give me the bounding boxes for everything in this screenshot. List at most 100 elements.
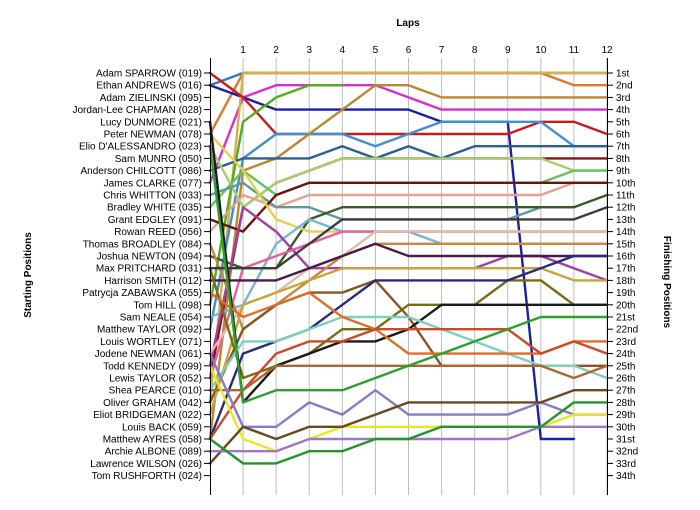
- driver-position-line: [208, 83, 576, 441]
- driver-position-line: [208, 181, 609, 233]
- finishing-position-label: 6th: [616, 130, 630, 141]
- starting-driver-label: Anderson CHILCOTT (086): [80, 166, 202, 177]
- driver-position-line: [208, 120, 609, 331]
- starting-driver-label: Max PRITCHARD (031): [96, 264, 202, 275]
- finishing-position-label: 30th: [616, 422, 635, 433]
- driver-position-line: [208, 242, 609, 282]
- starting-driver-label: Ethan ANDREWS (016): [96, 81, 202, 92]
- starting-driver-label: Shea PEARCE (010): [109, 386, 202, 397]
- finishing-position-label: 15th: [616, 239, 635, 250]
- starting-driver-label: Louis WORTLEY (071): [100, 337, 202, 348]
- starting-driver-label: Chris WHITTON (033): [103, 191, 202, 202]
- finishing-position-label: 26th: [616, 374, 635, 385]
- finishing-position-label: 23rd: [616, 337, 636, 348]
- finishing-position-label: 17th: [616, 264, 635, 275]
- lap-tick-label: 1: [240, 45, 246, 56]
- finishing-position-label: 34th: [616, 471, 635, 482]
- finishing-position-label: 8th: [616, 154, 630, 165]
- starting-driver-label: James CLARKE (077): [104, 178, 202, 189]
- finishing-position-label: 18th: [616, 276, 635, 287]
- finishing-position-label: 3rd: [616, 93, 630, 104]
- starting-driver-label: Matthew TAYLOR (092): [97, 325, 202, 336]
- starting-driver-label: Jodene NEWMAN (061): [95, 349, 202, 360]
- finishing-position-label: 16th: [616, 252, 635, 263]
- finishing-position-label: 2nd: [616, 81, 633, 92]
- starting-driver-label: Oliver GRAHAM (042): [103, 398, 202, 409]
- driver-position-line: [208, 205, 609, 270]
- finishing-position-label: 4th: [616, 105, 630, 116]
- finishing-position-label: 20th: [616, 300, 635, 311]
- finishing-position-label: 28th: [616, 398, 635, 409]
- starting-driver-label: Lucy DUNMORE (021): [100, 117, 202, 128]
- lap-tick-label: 4: [340, 45, 346, 56]
- finishing-position-label: 5th: [616, 117, 630, 128]
- finishing-position-label: 24th: [616, 349, 635, 360]
- driver-position-line: [208, 144, 609, 404]
- lap-tick-label: 3: [306, 45, 312, 56]
- driver-position-line: [208, 401, 609, 465]
- finishing-position-label: 12th: [616, 203, 635, 214]
- driver-position-line: [208, 389, 609, 465]
- starting-driver-label: Elio D'ALESSANDRO (023): [79, 142, 202, 153]
- lap-tick-label: 7: [439, 45, 445, 56]
- finishing-position-label: 31st: [616, 435, 635, 446]
- starting-driver-label: Jordan-Lee CHAPMAN (028): [73, 105, 203, 116]
- starting-driver-label: Sam NEALE (054): [120, 313, 202, 324]
- lap-tick-label: 9: [505, 45, 511, 56]
- finishing-position-label: 13th: [616, 215, 635, 226]
- lap-tick-label: 11: [569, 45, 580, 56]
- finishing-position-label: 10th: [616, 178, 635, 189]
- starting-driver-label: Harrison SMITH (012): [104, 276, 202, 287]
- finishing-position-label: 11th: [616, 191, 635, 202]
- starting-driver-label: Rowan REED (056): [114, 227, 202, 238]
- finishing-position-label: 22nd: [616, 325, 638, 336]
- finishing-position-label: 33rd: [616, 459, 636, 470]
- finishing-position-label: 25th: [616, 361, 635, 372]
- finishing-position-label: 27th: [616, 386, 635, 397]
- finishing-position-label: 29th: [616, 410, 635, 421]
- finishing-position-label: 21st: [616, 313, 635, 324]
- lap-tick-label: 12: [601, 45, 613, 56]
- finishing-position-labels: 1st2nd3rd4th5th6th7th8th9th10th11th12th1…: [607, 69, 638, 482]
- starting-driver-label: Louis BACK (059): [122, 422, 202, 433]
- starting-driver-label: Todd KENNEDY (099): [103, 361, 202, 372]
- finishing-position-label: 32nd: [616, 447, 638, 458]
- x-axis-title: Laps: [396, 18, 420, 29]
- lap-tick-labels: 1 2 3 4 5 6 7 8 9 10 11 12: [240, 45, 613, 56]
- driver-position-line: [208, 71, 609, 404]
- starting-driver-label: Thomas BROADLEY (084): [83, 239, 202, 250]
- y-right-axis-title: Finishing Positions: [661, 236, 672, 329]
- starting-driver-label: Eliot BRIDGEMAN (022): [93, 410, 202, 421]
- starting-driver-label: Peter NEWMAN (078): [104, 130, 202, 141]
- lap-tick-label: 5: [373, 45, 379, 56]
- starting-position-labels: Adam SPARROW (019)Ethan ANDREWS (016)Ada…: [73, 69, 210, 482]
- starting-driver-label: Archie ALBONE (089): [105, 447, 202, 458]
- driver-position-line: [208, 144, 609, 172]
- starting-driver-label: Tom HILL (098): [133, 300, 202, 311]
- lap-tick-label: 6: [406, 45, 412, 56]
- lap-tick-label: 2: [273, 45, 279, 56]
- finishing-position-label: 7th: [616, 142, 630, 153]
- starting-driver-label: Sam MUNRO (050): [115, 154, 202, 165]
- starting-driver-label: Lawrence WILSON (026): [90, 459, 202, 470]
- starting-driver-label: Patrycja ZABAWSKA (055): [82, 288, 202, 299]
- driver-position-line: [208, 83, 609, 185]
- starting-driver-label: Joshua NEWTON (094): [97, 252, 202, 263]
- series-layer: [208, 71, 609, 465]
- starting-driver-label: Bradley WHITE (035): [107, 203, 202, 214]
- finishing-position-label: 19th: [616, 288, 635, 299]
- driver-position-line: [208, 144, 609, 209]
- starting-driver-label: Adam SPARROW (019): [96, 69, 202, 80]
- starting-driver-label: Adam ZIELINSKI (095): [100, 93, 202, 104]
- finishing-position-label: 14th: [616, 227, 635, 238]
- lap-tick-label: 10: [535, 45, 547, 56]
- y-left-axis-title: Starting Positions: [23, 232, 34, 318]
- finishing-position-label: 1st: [616, 69, 630, 80]
- finishing-position-label: 9th: [616, 166, 630, 177]
- lap-tick-label: 8: [472, 45, 478, 56]
- starting-driver-label: Matthew AYRES (058): [103, 435, 202, 446]
- starting-driver-label: Grant EDGLEY (091): [108, 215, 202, 226]
- starting-driver-label: Tom RUSHFORTH (024): [92, 471, 202, 482]
- starting-driver-label: Lewis TAYLOR (052): [109, 374, 202, 385]
